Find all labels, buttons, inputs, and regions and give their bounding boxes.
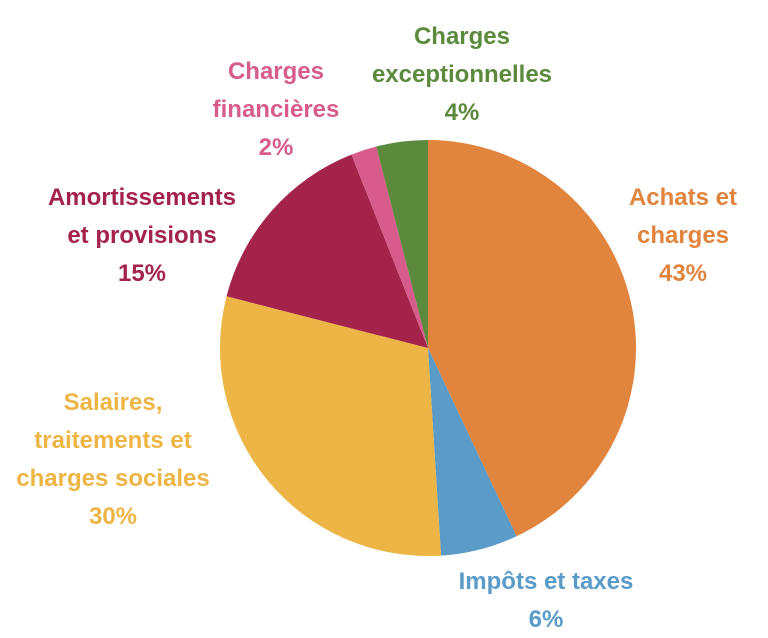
slice-name-line: et provisions (67, 222, 216, 249)
slice-name-line: Achats et (629, 184, 737, 211)
slice-value-label: 30% (89, 503, 137, 530)
slice-name-line: exceptionnelles (372, 61, 552, 88)
slice-name-line: traitements et (34, 427, 191, 454)
slice-name-line: charges sociales (16, 465, 209, 492)
slice-label: Charges financières 2% (213, 58, 340, 161)
slice-value-label: 43% (659, 260, 707, 287)
slice-name-line: charges (637, 222, 729, 249)
pie-labels: Achats et charges 43% Impôts et taxes 6% Sala… (16, 23, 737, 633)
pie-slice (428, 348, 517, 556)
pie-slice (351, 146, 428, 348)
slice-name-line: Charges (228, 58, 324, 85)
pie-slice (376, 140, 428, 348)
slice-value-label: 6% (529, 606, 564, 633)
slice-name-line: Charges (414, 23, 510, 50)
slice-value-label: 15% (118, 260, 166, 287)
pie-slice (226, 154, 428, 348)
slice-label: Charges exceptionnelles 4% (372, 23, 552, 126)
pie-slice (219, 296, 442, 556)
slice-label: Amortissements et provisions 15% (48, 184, 236, 287)
slice-label: Achats et charges 43% (629, 184, 737, 287)
pie-slices (219, 140, 637, 556)
slice-value-label: 2% (259, 134, 294, 161)
slice-label: Impôts et taxes 6% (459, 568, 634, 633)
slice-label: Salaires, traitements et charges sociales 3… (16, 389, 209, 530)
slice-name-line: financières (213, 96, 340, 123)
slice-name-line: Amortissements (48, 184, 236, 211)
slice-name-line: Impôts et taxes (459, 568, 634, 595)
pie-slice (428, 140, 637, 537)
slice-value-label: 4% (445, 99, 480, 126)
slice-name-line: Salaires, (64, 389, 163, 416)
